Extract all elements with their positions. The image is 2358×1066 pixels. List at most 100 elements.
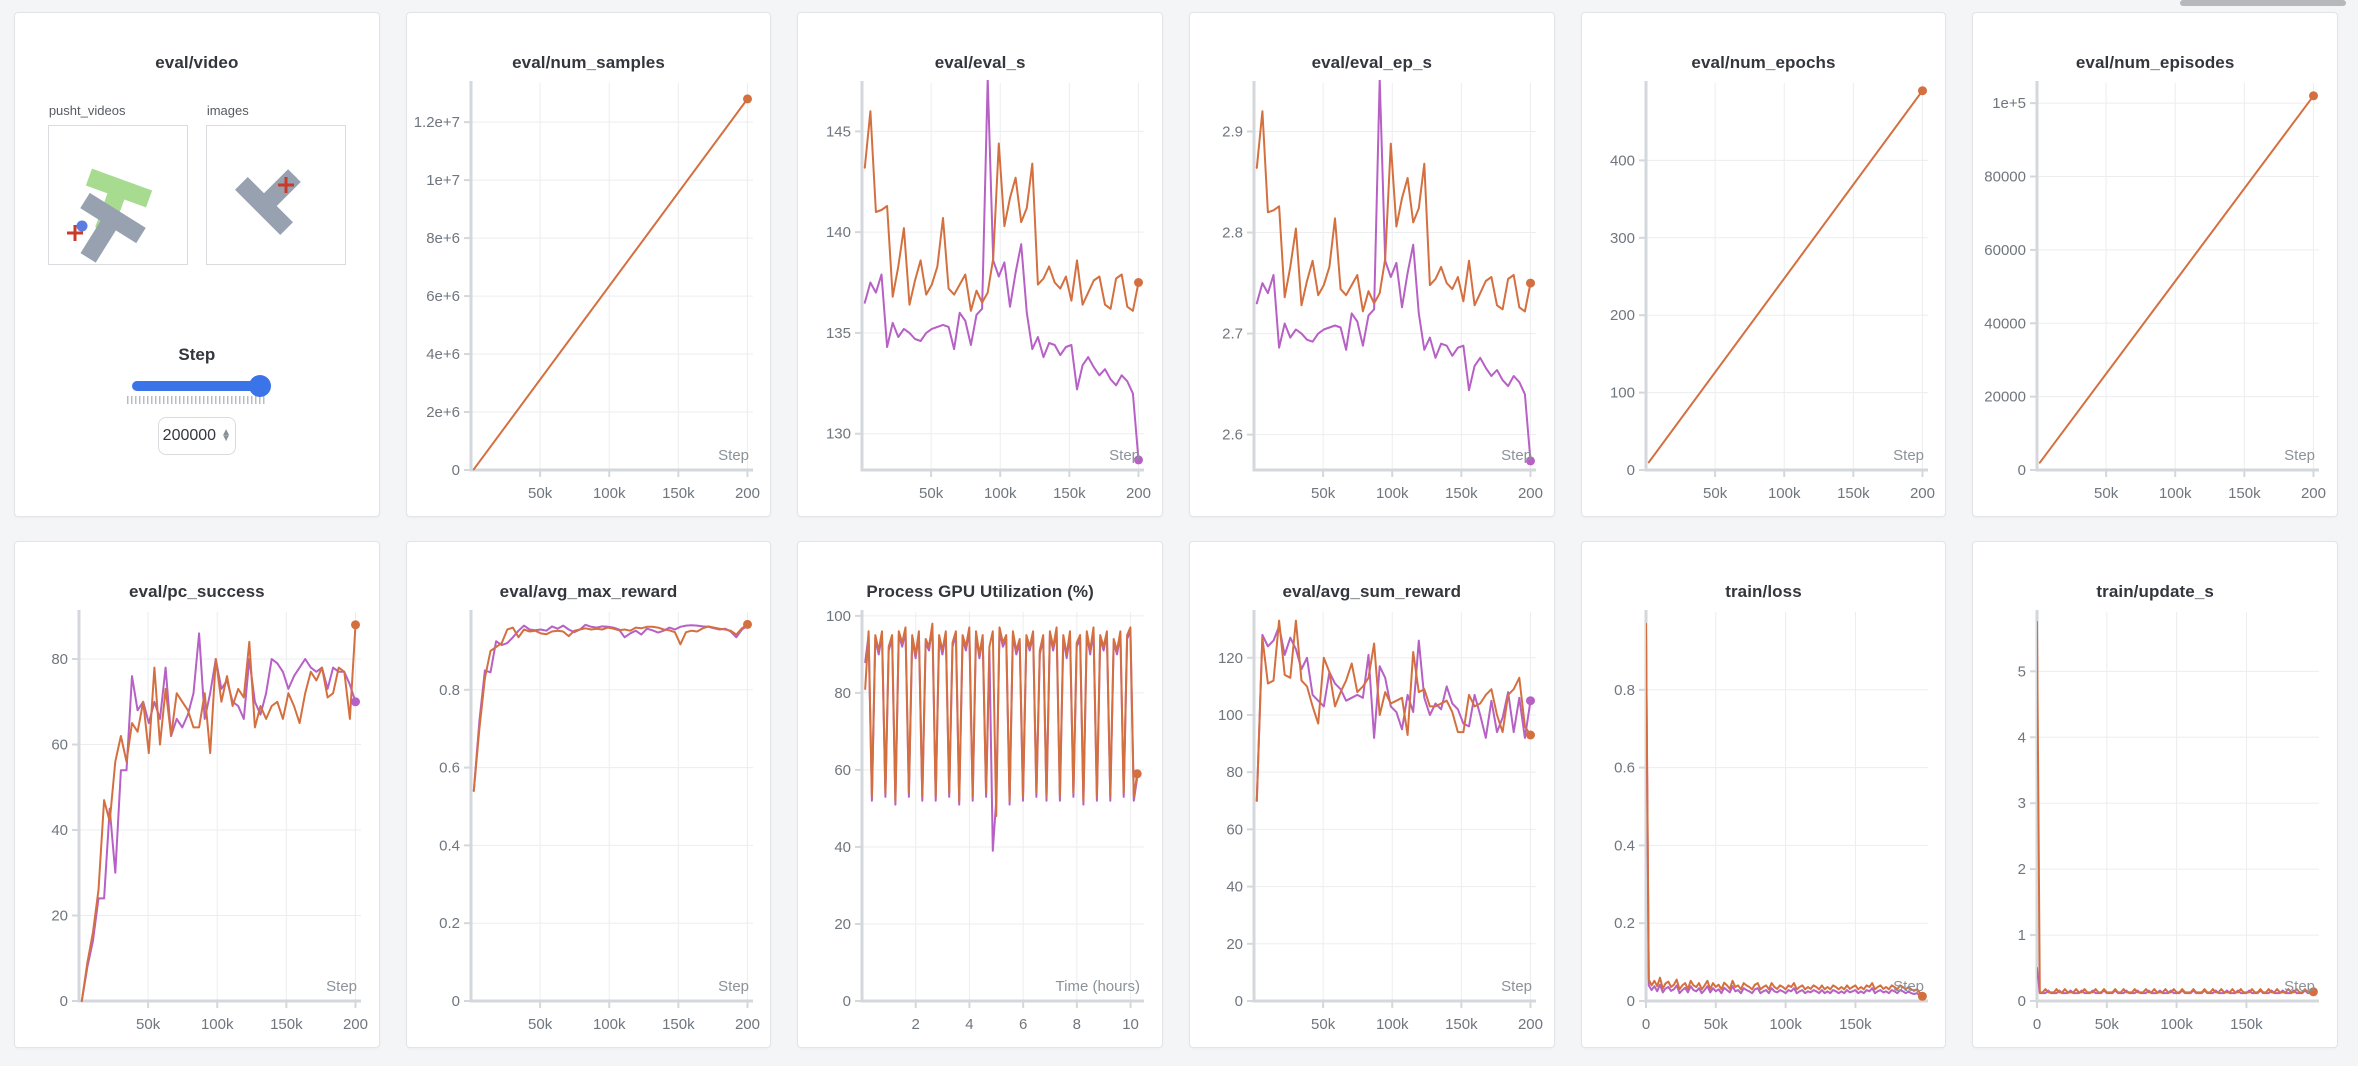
chart-eval-pc-success[interactable]: 50k 100k 150k 200 0 20 40 60 80 Step bbox=[15, 604, 379, 1047]
svg-text:0: 0 bbox=[1626, 993, 1634, 1010]
svg-text:100k: 100k bbox=[1376, 485, 1409, 502]
svg-text:100: 100 bbox=[1610, 385, 1635, 402]
svg-text:50k: 50k bbox=[528, 485, 553, 502]
svg-text:140: 140 bbox=[826, 224, 851, 241]
svg-text:10: 10 bbox=[1123, 1016, 1140, 1033]
svg-text:0.2: 0.2 bbox=[439, 915, 460, 932]
svg-text:200: 200 bbox=[1126, 485, 1151, 502]
step-slider-thumb[interactable] bbox=[248, 375, 271, 397]
panel-eval-avg-max-reward[interactable]: eval/avg_max_reward 50k 100k 150k 200 0 0.2 0.… bbox=[405, 541, 772, 1048]
pusht-scene-image bbox=[66, 168, 152, 263]
svg-text:100: 100 bbox=[1218, 707, 1243, 724]
chart-train-loss[interactable]: 0 50k 100k 150k 0 0.2 0.4 0.6 0.8 Step bbox=[1582, 604, 1946, 1047]
panel-eval-video[interactable]: eval/video pusht_videos bbox=[14, 12, 380, 517]
media-label: pusht_videos bbox=[48, 103, 126, 118]
panel-eval-num-episodes[interactable]: eval/num_episodes 50k 100k 150k 200 0 20000 40… bbox=[1972, 12, 2338, 517]
svg-text:0.4: 0.4 bbox=[439, 837, 460, 854]
svg-text:60: 60 bbox=[51, 737, 68, 754]
svg-text:100: 100 bbox=[826, 608, 851, 625]
svg-text:20: 20 bbox=[1226, 936, 1243, 953]
svg-text:80: 80 bbox=[1226, 764, 1243, 781]
goal-cross-icon bbox=[66, 225, 83, 241]
panel-train-update-s[interactable]: train/update_s 0 50k 100k 150k 0 1 2 3 4 5 Step bbox=[1972, 541, 2338, 1048]
panel-eval-eval-s[interactable]: eval/eval_s 50k 100k 150k 200 130 135 140 145 St… bbox=[797, 12, 1163, 517]
media-label: images bbox=[206, 103, 249, 118]
svg-text:Step: Step bbox=[326, 978, 357, 995]
svg-text:150k: 150k bbox=[1837, 485, 1870, 502]
panel-eval-pc-success[interactable]: eval/pc_success 50k 100k 150k 200 0 20 40 60 80 S… bbox=[14, 541, 380, 1048]
step-slider-label: Step bbox=[178, 345, 216, 364]
pusht-videos-thumbnail[interactable] bbox=[47, 125, 188, 265]
svg-text:135: 135 bbox=[826, 325, 851, 342]
svg-text:400: 400 bbox=[1610, 152, 1635, 169]
svg-text:4e+6: 4e+6 bbox=[426, 346, 460, 363]
svg-text:50k: 50k bbox=[1311, 485, 1336, 502]
panel-eval-eval-ep-s[interactable]: eval/eval_ep_s 50k 100k 150k 200 2.6 2.7 2.8 2.… bbox=[1188, 12, 1555, 517]
chart-eval-num-epochs[interactable]: 50k 100k 150k 200 0 100 200 300 400 Step bbox=[1582, 75, 1946, 516]
svg-text:60000: 60000 bbox=[1985, 242, 2027, 259]
svg-text:150k: 150k bbox=[1445, 1016, 1478, 1033]
panel-eval-avg-sum-reward[interactable]: eval/avg_sum_reward 50k 100k 150k 200 0 20 40 6… bbox=[1188, 541, 1555, 1048]
chart-title: eval/num_epochs bbox=[1691, 53, 1836, 72]
svg-text:0: 0 bbox=[451, 993, 459, 1010]
svg-text:1.2e+7: 1.2e+7 bbox=[413, 114, 459, 131]
chart-title: Process GPU Utilization (%) bbox=[866, 582, 1094, 601]
chart-title: train/update_s bbox=[2096, 582, 2214, 601]
stepper-up-icon[interactable]: ▲ bbox=[221, 427, 231, 438]
chart-process-gpu-utilization[interactable]: 2 4 6 8 10 0 20 40 60 80 100 Time (hours) bbox=[798, 604, 1162, 1047]
svg-text:Step: Step bbox=[2284, 978, 2315, 995]
svg-text:Step: Step bbox=[1893, 978, 1924, 995]
svg-text:0: 0 bbox=[2033, 1016, 2041, 1033]
svg-text:150k: 150k bbox=[270, 1016, 303, 1033]
panel-train-loss[interactable]: train/loss 0 50k 100k 150k 0 0.2 0.4 0.6 0.8 Step bbox=[1580, 541, 1947, 1048]
svg-text:2.9: 2.9 bbox=[1222, 124, 1243, 141]
svg-text:150k: 150k bbox=[2230, 1016, 2263, 1033]
svg-text:2: 2 bbox=[912, 1016, 920, 1033]
svg-text:100k: 100k bbox=[1768, 485, 1801, 502]
svg-text:40: 40 bbox=[835, 839, 852, 856]
svg-text:100k: 100k bbox=[1376, 1016, 1409, 1033]
svg-text:0: 0 bbox=[1235, 993, 1243, 1010]
svg-text:1e+7: 1e+7 bbox=[426, 172, 460, 189]
panel-process-gpu-utilization[interactable]: Process GPU Utilization (%) 2 4 6 8 10 0 20 40 6… bbox=[797, 541, 1163, 1048]
svg-text:200: 200 bbox=[735, 1016, 760, 1033]
step-number-input[interactable]: 200000 ▲ ▼ bbox=[157, 417, 236, 455]
svg-text:200: 200 bbox=[735, 485, 760, 502]
svg-text:80: 80 bbox=[51, 651, 68, 668]
chart-eval-num-samples[interactable]: 50k 100k 150k 200 0 2e+6 4e+6 6e+6 8e+6 1e+7 1.2e+… bbox=[407, 75, 771, 516]
images-thumbnail[interactable] bbox=[205, 125, 346, 265]
svg-text:2.8: 2.8 bbox=[1222, 225, 1243, 242]
svg-text:150k: 150k bbox=[662, 485, 695, 502]
svg-text:Step: Step bbox=[1501, 447, 1532, 464]
chart-eval-avg-max-reward[interactable]: 50k 100k 150k 200 0 0.2 0.4 0.6 0.8 Step bbox=[407, 604, 771, 1047]
horizontal-scrollbar-thumb[interactable] bbox=[2180, 0, 2346, 6]
panel-eval-num-epochs[interactable]: eval/num_epochs 50k 100k 150k 200 0 100 200 300… bbox=[1580, 12, 1947, 517]
svg-text:50k: 50k bbox=[1311, 1016, 1336, 1033]
svg-text:5: 5 bbox=[2018, 663, 2026, 680]
svg-text:1: 1 bbox=[2018, 927, 2026, 944]
stepper-down-icon[interactable]: ▼ bbox=[221, 433, 231, 444]
svg-text:50k: 50k bbox=[528, 1016, 553, 1033]
svg-text:150k: 150k bbox=[2228, 485, 2261, 502]
svg-text:100k: 100k bbox=[2161, 1016, 2194, 1033]
svg-text:8e+6: 8e+6 bbox=[426, 230, 460, 247]
chart-train-update-s[interactable]: 0 50k 100k 150k 0 1 2 3 4 5 Step bbox=[1973, 604, 2337, 1047]
svg-text:Step: Step bbox=[718, 978, 749, 995]
chart-eval-eval-s[interactable]: 50k 100k 150k 200 130 135 140 145 Step bbox=[798, 75, 1162, 516]
svg-text:Time (hours): Time (hours) bbox=[1056, 978, 1140, 995]
chart-eval-num-episodes[interactable]: 50k 100k 150k 200 0 20000 40000 60000 80000 1e+5 S… bbox=[1973, 75, 2337, 516]
chart-eval-avg-sum-reward[interactable]: 50k 100k 150k 200 0 20 40 60 80 100 120 Step bbox=[1190, 604, 1554, 1047]
svg-text:200: 200 bbox=[1910, 485, 1935, 502]
stepper-icons[interactable]: ▲ ▼ bbox=[221, 427, 231, 444]
svg-text:0: 0 bbox=[843, 993, 851, 1010]
step-slider[interactable] bbox=[131, 375, 271, 397]
svg-text:40: 40 bbox=[1226, 879, 1243, 896]
svg-text:6e+6: 6e+6 bbox=[426, 288, 460, 305]
svg-text:0.8: 0.8 bbox=[1614, 682, 1635, 699]
svg-text:50k: 50k bbox=[1703, 485, 1728, 502]
svg-text:50k: 50k bbox=[919, 485, 944, 502]
svg-text:150k: 150k bbox=[662, 1016, 695, 1033]
chart-eval-eval-ep-s[interactable]: 50k 100k 150k 200 2.6 2.7 2.8 2.9 Step bbox=[1190, 75, 1554, 516]
panel-eval-num-samples[interactable]: eval/num_samples 50k 100k 150k 200 0 2e+6 4e+6… bbox=[405, 12, 772, 517]
svg-text:4: 4 bbox=[2018, 729, 2026, 746]
